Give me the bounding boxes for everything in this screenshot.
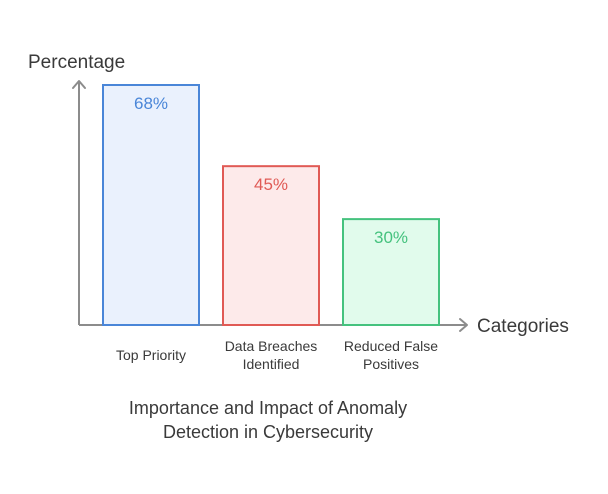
category-label-3-line-2: Positives: [363, 356, 419, 372]
category-label-2-line-2: Identified: [243, 356, 300, 372]
category-label-1-line-1: Top Priority: [116, 347, 186, 363]
bar-2: [222, 165, 320, 326]
chart-title-line-1: Importance and Impact of Anomaly: [128, 398, 408, 418]
bar-1: [102, 84, 200, 326]
y-axis-arrowhead: [72, 80, 86, 89]
chart-title: Importance and Impact of Anomaly Detecti…: [0, 396, 536, 444]
bar-series: 68% Top Priority 45% Data Breaches Identifie…: [102, 84, 440, 372]
bar-value-label-1: 68%: [134, 94, 168, 113]
chart-title-line-2: Detection in Cybersecurity: [162, 422, 374, 442]
category-label-3-line-1: Reduced False: [344, 338, 438, 354]
x-axis-label: Categories: [477, 316, 569, 337]
bar-3: [342, 218, 440, 326]
y-axis-label: Percentage: [28, 52, 125, 73]
x-axis-arrowhead: [459, 318, 468, 332]
bar-value-label-3: 30%: [374, 228, 408, 247]
category-label-2-line-1: Data Breaches: [225, 338, 318, 354]
bar-value-label-2: 45%: [254, 175, 288, 194]
